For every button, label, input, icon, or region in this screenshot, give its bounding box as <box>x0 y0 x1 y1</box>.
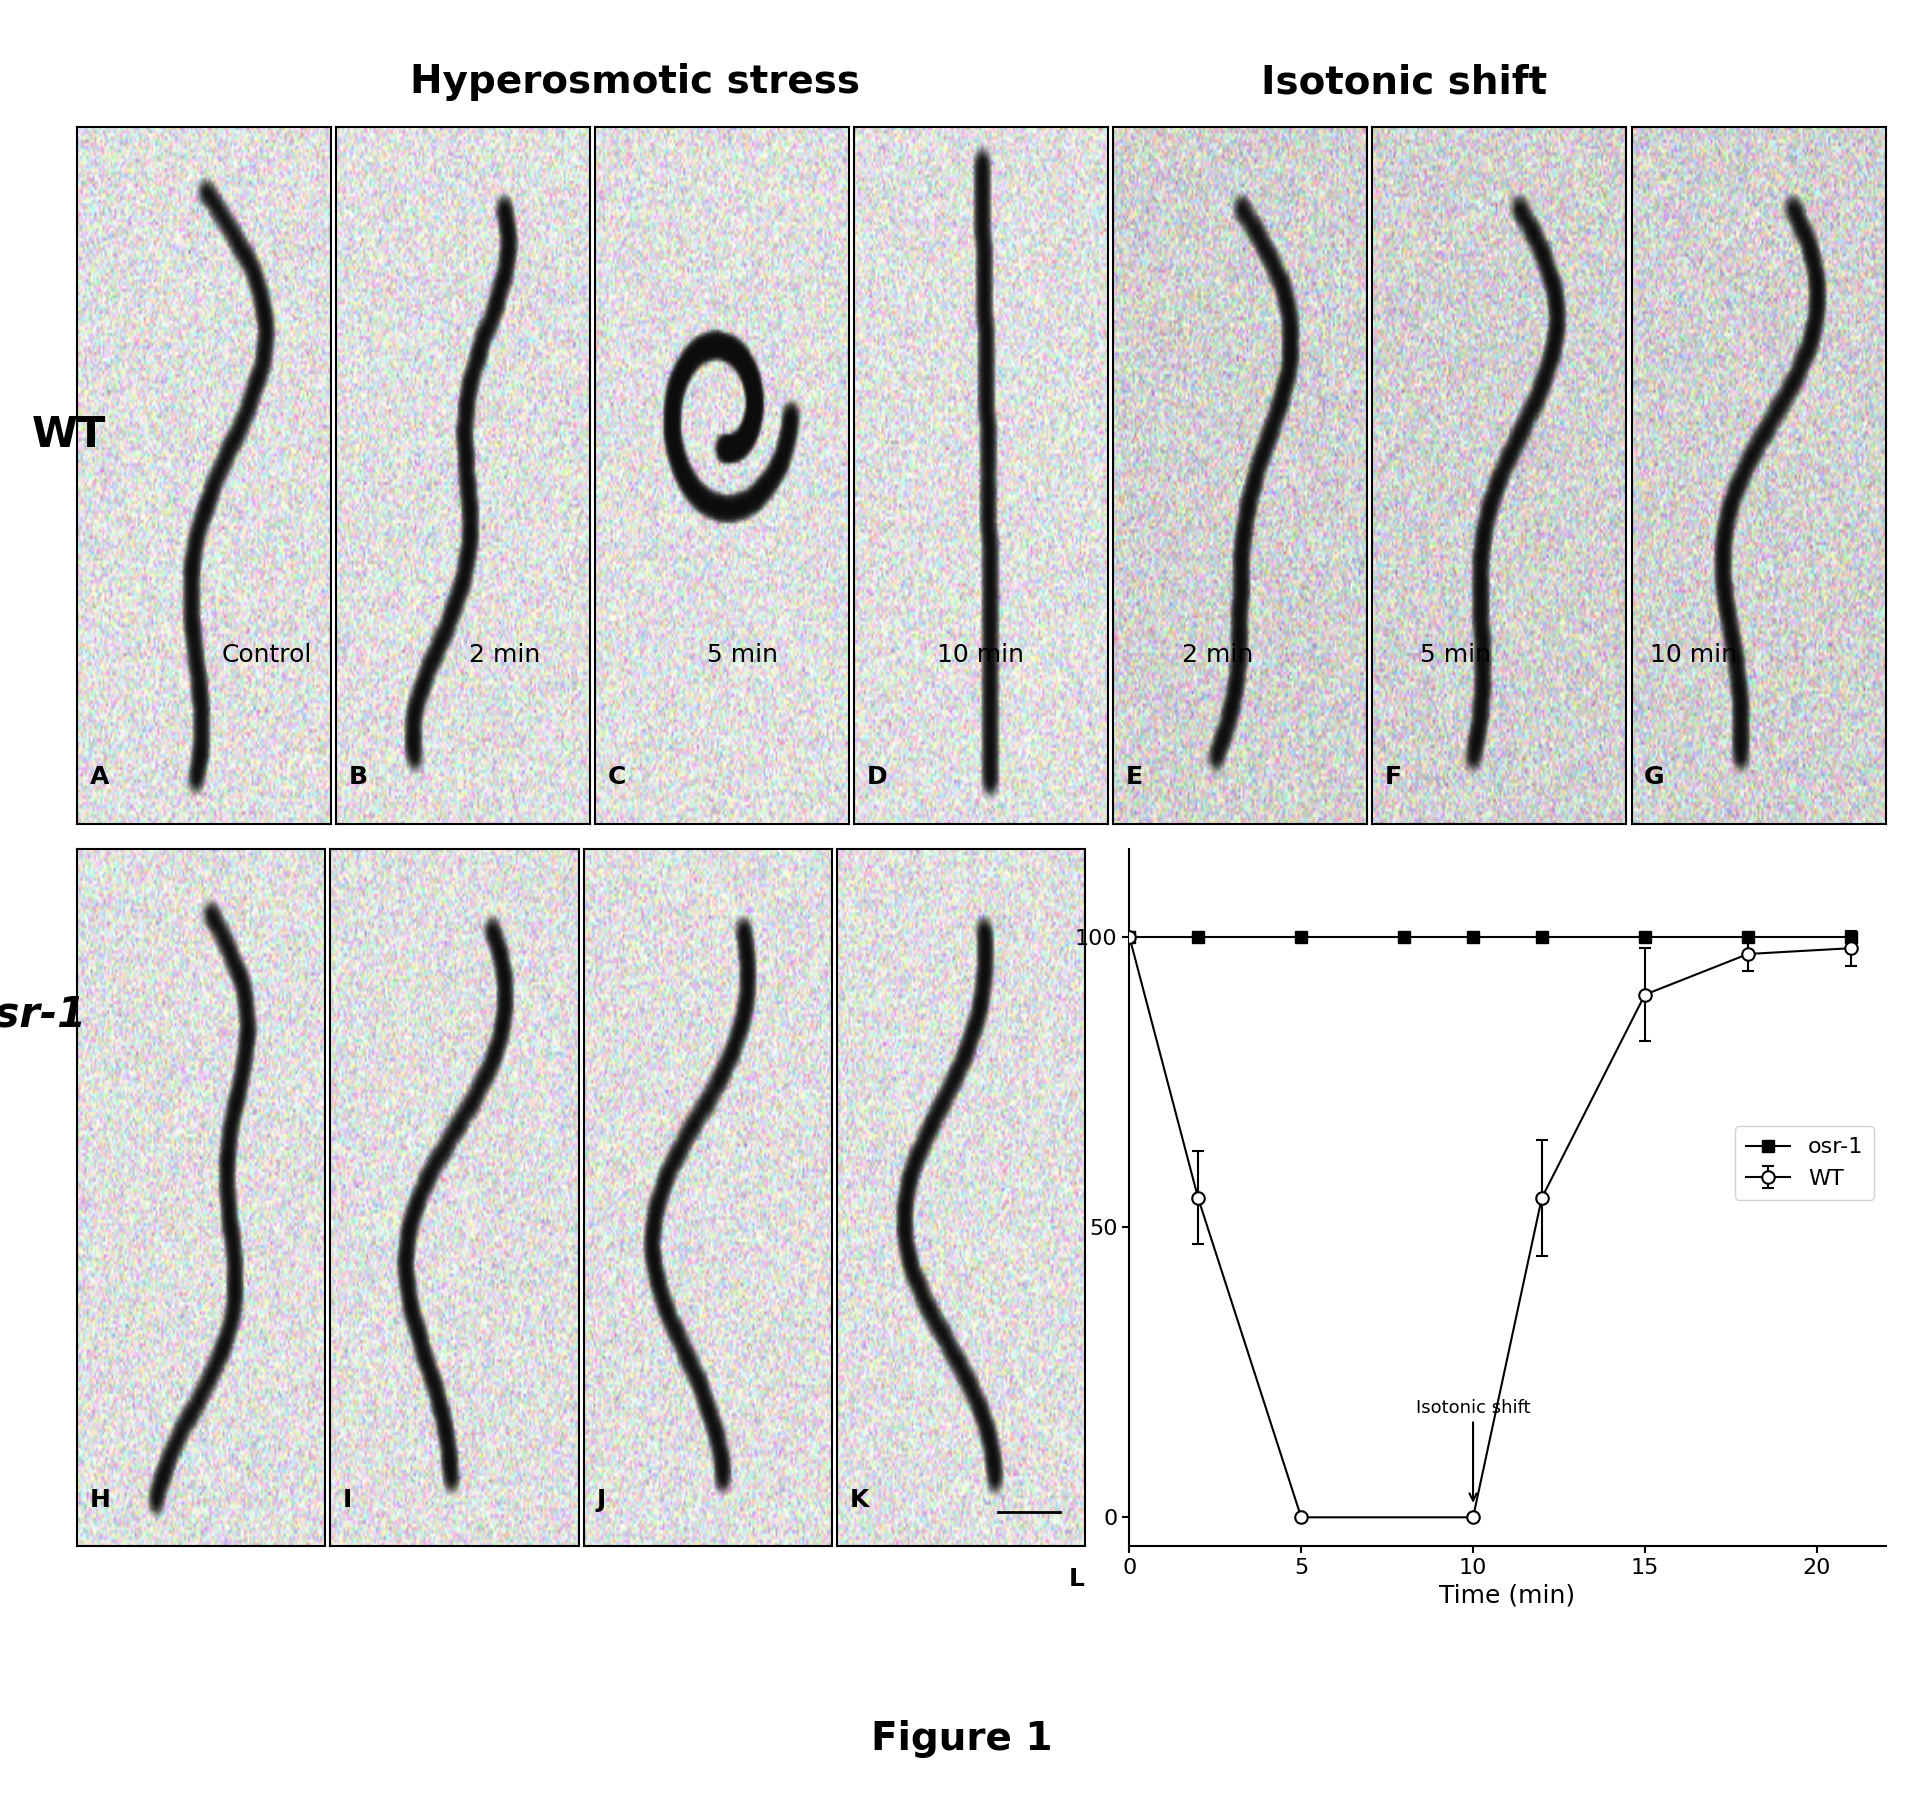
Text: B: B <box>348 765 367 788</box>
osr-1 <box>1117 926 1140 948</box>
Text: 2 min: 2 min <box>469 643 540 667</box>
Text: Control: Control <box>221 643 312 667</box>
Text: Hyperosmotic stress: Hyperosmotic stress <box>410 63 860 101</box>
Text: C: C <box>608 765 625 788</box>
Text: 2 min: 2 min <box>1183 643 1254 667</box>
Text: osr-1: osr-1 <box>0 993 87 1036</box>
Text: E: E <box>1125 765 1142 788</box>
Legend: osr-1, WT: osr-1, WT <box>1735 1127 1873 1200</box>
Text: J: J <box>596 1488 606 1511</box>
Text: 10 min: 10 min <box>1650 643 1736 667</box>
Text: Isotonic shift: Isotonic shift <box>1261 63 1546 101</box>
Text: 5 min: 5 min <box>706 643 777 667</box>
Text: A: A <box>90 765 110 788</box>
Text: F: F <box>1385 765 1402 788</box>
osr-1 <box>1288 926 1311 948</box>
osr-1 <box>1186 926 1210 948</box>
X-axis label: Time (min): Time (min) <box>1438 1584 1575 1607</box>
Text: G: G <box>1644 765 1663 788</box>
Text: I: I <box>342 1488 352 1511</box>
Text: L: L <box>1069 1567 1085 1591</box>
osr-1 <box>1633 926 1656 948</box>
Text: 10 min: 10 min <box>937 643 1023 667</box>
Text: D: D <box>867 765 887 788</box>
osr-1 <box>1392 926 1415 948</box>
Text: WT: WT <box>31 413 106 457</box>
Text: Isotonic shift: Isotonic shift <box>1415 1399 1529 1500</box>
osr-1 <box>1529 926 1552 948</box>
Text: H: H <box>88 1488 110 1511</box>
Text: 5 min: 5 min <box>1419 643 1490 667</box>
Line: osr-1: osr-1 <box>1123 930 1856 942</box>
osr-1 <box>1461 926 1485 948</box>
Text: Figure 1: Figure 1 <box>871 1720 1052 1758</box>
osr-1 <box>1736 926 1760 948</box>
Text: K: K <box>848 1488 867 1511</box>
osr-1 <box>1838 926 1861 948</box>
